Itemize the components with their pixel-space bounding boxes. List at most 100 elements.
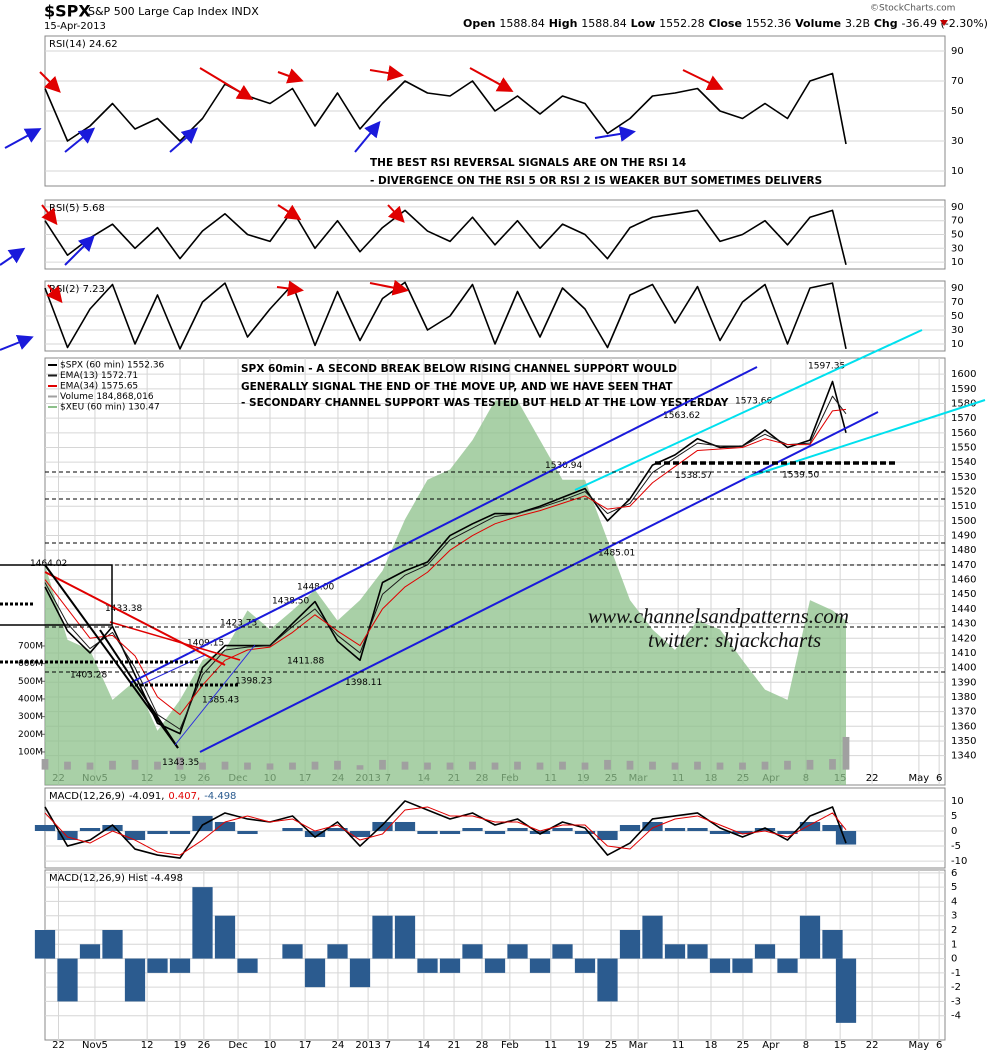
bar — [799, 821, 821, 832]
series-area — [45, 400, 846, 785]
price-label: 1573.66 — [735, 396, 772, 406]
y-tick-label: 1430 — [951, 619, 976, 630]
bar — [581, 762, 589, 770]
x-tick-label: 6 — [936, 773, 942, 784]
bar — [214, 821, 236, 832]
high: 1588.84 — [581, 17, 627, 30]
trend-line — [44, 564, 179, 749]
y2-tick-label: 600M — [18, 659, 43, 669]
bar — [732, 958, 753, 973]
y-tick-label: 1490 — [951, 531, 976, 542]
bar — [514, 761, 521, 770]
arrow — [39, 71, 61, 93]
note: THE BEST RSI REVERSAL SIGNALS ARE ON THE… — [370, 157, 686, 169]
y-tick-label: 1570 — [951, 413, 976, 424]
y-tick-label: 1370 — [951, 707, 976, 718]
bar — [784, 760, 791, 770]
y-tick-label: 10 — [951, 796, 964, 807]
bar — [739, 762, 746, 770]
y-tick-label: 90 — [951, 283, 964, 294]
bar — [41, 759, 49, 770]
price-label: 1448.00 — [297, 583, 334, 593]
y-tick-label: 1480 — [951, 545, 976, 556]
drawings — [0, 65, 986, 753]
arrow — [369, 279, 409, 296]
credit: ©StockCharts.com — [870, 4, 955, 14]
price-label: 1403.28 — [70, 670, 107, 680]
legend-entry: -4.091, — [129, 791, 164, 802]
arrow — [469, 67, 514, 92]
y-tick-label: 10 — [951, 166, 964, 177]
x-tick-label: 12 — [141, 1040, 154, 1051]
y-tick-label: -4 — [951, 1011, 961, 1022]
series-line — [44, 395, 847, 730]
y-tick-label: -3 — [951, 996, 961, 1007]
bar — [716, 762, 724, 770]
y-tick-label: 1380 — [951, 692, 976, 703]
y-tick-label: 90 — [951, 202, 964, 213]
price-label: 1539.50 — [782, 470, 819, 480]
legend-entry: EMA(34) 1575.65 — [60, 382, 138, 392]
bar — [604, 759, 611, 770]
watermark: www.channelsandpatterns.com — [588, 604, 849, 628]
bar — [507, 828, 528, 832]
bar — [372, 821, 393, 832]
panel-title: RSI(14) 24.62 — [49, 39, 118, 50]
bar — [574, 958, 596, 973]
y-tick-label: 1 — [951, 939, 957, 950]
arrow — [169, 127, 199, 153]
y-tick-label: 30 — [951, 325, 964, 336]
bar — [619, 930, 641, 959]
y-tick-label: 3 — [951, 911, 957, 922]
arrow — [276, 280, 304, 297]
bar — [311, 761, 319, 770]
y-tick-label: -5 — [951, 841, 961, 852]
y-tick-label: 1350 — [951, 736, 976, 747]
arrow — [369, 65, 404, 81]
bar — [372, 915, 393, 959]
bar — [822, 930, 843, 959]
x-tick-label: May — [909, 1040, 930, 1051]
bar — [462, 828, 483, 832]
down-triangle — [940, 20, 948, 26]
series-line — [44, 408, 847, 716]
bar — [417, 958, 438, 973]
low-label: Low — [631, 17, 656, 30]
bar — [334, 760, 341, 770]
bar — [446, 762, 454, 770]
bar — [709, 831, 731, 835]
bar — [57, 958, 78, 1002]
y2-tick-label: 500M — [18, 677, 43, 687]
y-tick-label: 50 — [951, 311, 964, 322]
price-label: 1398.23 — [235, 677, 272, 687]
legend-entry: $XEU (60 min) 130.47 — [60, 403, 160, 413]
x-tick-label: 22 — [866, 1040, 879, 1051]
bar — [304, 958, 326, 988]
y-tick-label: 5 — [951, 882, 957, 893]
open-label: Open — [463, 17, 496, 30]
y-tick-label: 1520 — [951, 487, 976, 498]
bar — [57, 831, 78, 841]
bar — [559, 761, 566, 770]
y-tick-label: 1510 — [951, 501, 976, 512]
price-label: 1538.57 — [675, 471, 712, 481]
series-line — [44, 380, 847, 735]
exchange: INDX — [231, 5, 259, 18]
y-tick-label: 4 — [951, 896, 957, 907]
arrow — [277, 68, 304, 84]
bar — [214, 915, 236, 959]
arrow — [46, 284, 63, 304]
price-label: 1597.35 — [808, 362, 845, 372]
x-tick-label: 18 — [705, 1040, 718, 1051]
y-tick-label: 1340 — [951, 751, 976, 762]
bar — [777, 831, 798, 835]
channel-line — [574, 329, 923, 491]
price-label: 1343.35 — [162, 758, 199, 768]
bar — [777, 958, 798, 973]
channel-line — [744, 399, 986, 479]
x-tick-label: 10 — [264, 1040, 277, 1051]
bar — [131, 759, 139, 770]
bar — [469, 761, 476, 770]
